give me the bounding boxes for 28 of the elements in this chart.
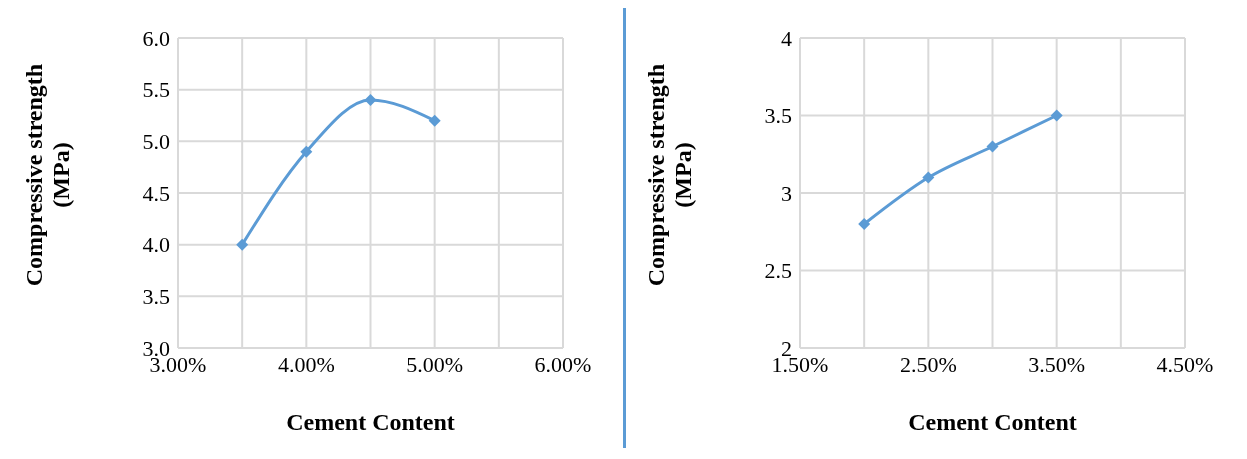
x-tick-label: 6.00% bbox=[534, 351, 592, 377]
x-tick-label: 4.00% bbox=[277, 351, 335, 377]
x-tick-label: 3.50% bbox=[1028, 351, 1086, 377]
x-axis-title: Cement Content bbox=[908, 409, 1077, 435]
y-tick-label: 5.0 bbox=[142, 129, 170, 155]
point bbox=[364, 94, 377, 106]
y-tick-label: 3 bbox=[781, 180, 792, 206]
y-tick-label: 4.0 bbox=[142, 232, 170, 258]
x-tick-label: 5.00% bbox=[406, 351, 464, 377]
point bbox=[986, 140, 999, 153]
y-tick-label: 3.5 bbox=[764, 103, 792, 129]
y-tick-label: 4 bbox=[781, 25, 792, 51]
point bbox=[922, 171, 935, 184]
x-axis-title: Cement Content bbox=[286, 409, 455, 435]
point bbox=[300, 145, 313, 158]
point bbox=[1050, 109, 1063, 122]
point bbox=[428, 114, 441, 127]
point bbox=[236, 238, 249, 251]
y-tick-label: 3.5 bbox=[142, 284, 170, 310]
y-axis-title: Compressive strength (MPa) bbox=[643, 62, 697, 289]
y-axis-title: Compressive strength (MPa) bbox=[21, 62, 75, 289]
y-tick-label: 5.5 bbox=[142, 77, 170, 103]
y-tick-label: 2.5 bbox=[764, 258, 792, 284]
y-tick-label: 6.0 bbox=[142, 25, 170, 51]
x-tick-label: 2.50% bbox=[899, 351, 957, 377]
point bbox=[858, 218, 871, 230]
x-tick-label: 4.50% bbox=[1156, 351, 1214, 377]
y-tick-label: 4.5 bbox=[142, 180, 170, 206]
